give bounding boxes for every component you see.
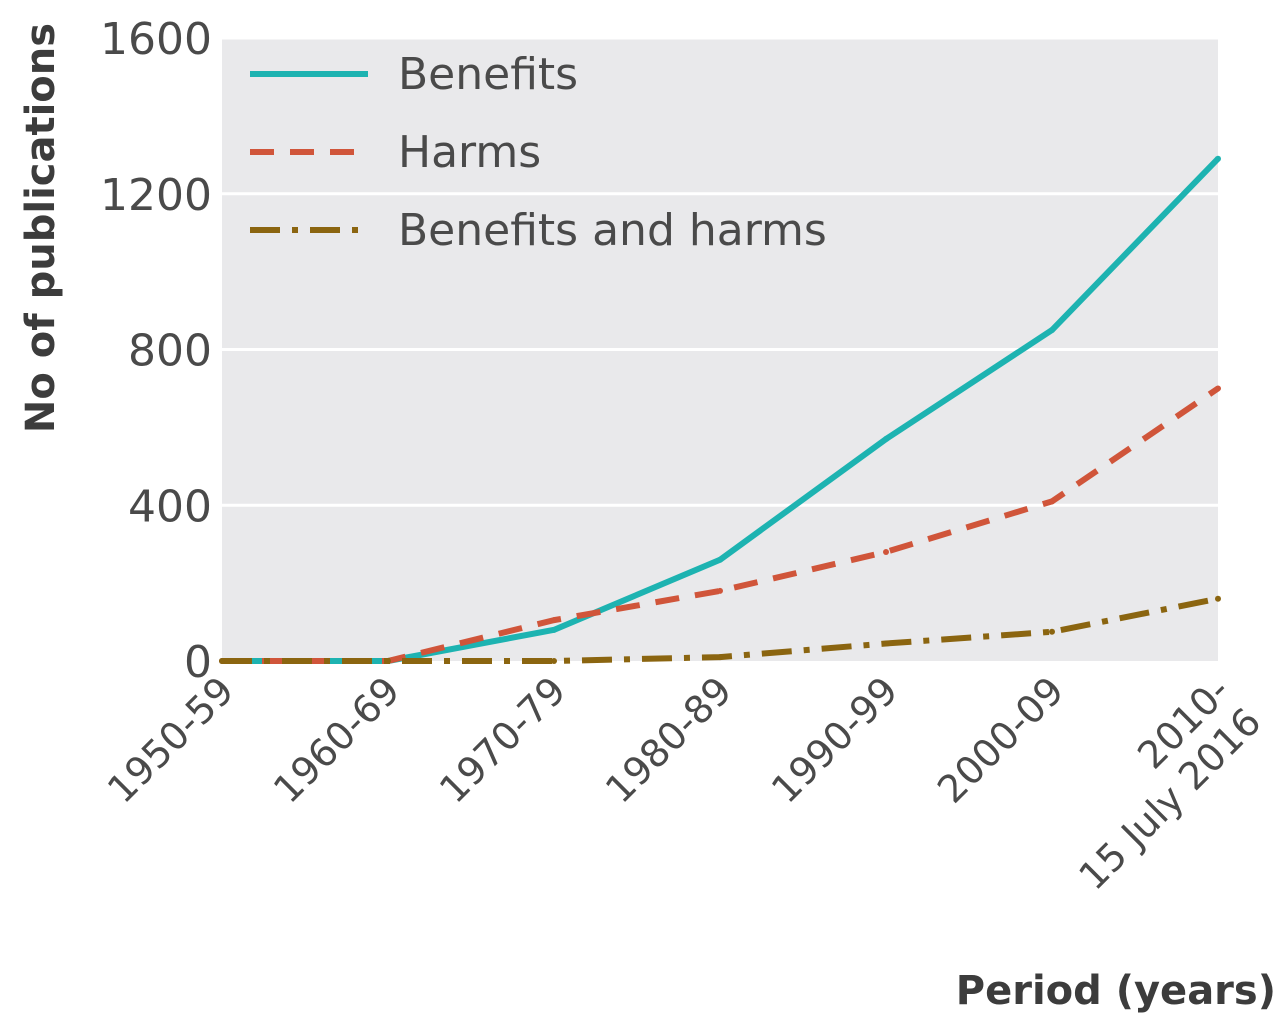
x-tick-label: 1980-89 <box>597 668 740 811</box>
x-tick-label-line: 1950-59 <box>99 668 242 811</box>
x-tick-label-line: 2000-09 <box>929 668 1072 811</box>
series-2 <box>219 595 1221 664</box>
x-tick-label-line: 1970-79 <box>431 668 574 811</box>
data-point <box>717 556 723 563</box>
data-point <box>883 436 889 443</box>
y-tick-label: 800 <box>128 326 212 377</box>
x-tick-labels: 1950-59 1960-69 1970-79 1980-89 1990-99 2000-… <box>99 661 1269 898</box>
x-tick-label: 1970-79 <box>431 668 574 811</box>
grid-lines <box>222 36 1218 507</box>
y-tick-label: 1200 <box>100 170 212 221</box>
y-tick-label: 0 <box>184 637 212 688</box>
data-point <box>883 640 889 647</box>
legend-label: Benefits <box>398 49 578 100</box>
data-point <box>1215 385 1221 392</box>
data-point <box>1049 498 1055 505</box>
x-tick-label: 1950-59 <box>99 668 242 811</box>
data-point <box>717 587 723 594</box>
legend-label: Benefits and harms <box>398 205 827 256</box>
data-point <box>219 658 225 664</box>
data-point <box>883 548 889 555</box>
y-tick-label: 400 <box>128 481 212 532</box>
x-tick-label: 2010-15 July 2016 <box>1070 668 1269 898</box>
x-tick-label-line: 1980-89 <box>597 668 740 811</box>
data-point <box>551 626 557 633</box>
x-axis-title: Period (years) <box>956 968 1276 1014</box>
series-lines <box>219 155 1221 664</box>
y-tick-label: 1600 <box>100 14 212 65</box>
data-point <box>1049 327 1055 334</box>
legend: Benefits Harms Benefits and harms <box>250 49 827 256</box>
data-point <box>551 617 557 624</box>
data-point <box>717 654 723 661</box>
y-tick-labels: 0 400 800 1200 1600 <box>100 14 212 688</box>
x-tick-label: 1990-99 <box>763 668 906 811</box>
y-axis-title: No of publications <box>18 23 64 433</box>
data-point <box>1049 628 1055 635</box>
legend-label: Harms <box>398 127 541 178</box>
data-point <box>385 658 391 664</box>
x-tick-label-line: 1990-99 <box>763 668 906 811</box>
data-point <box>551 658 557 664</box>
x-tick-label: 2000-09 <box>929 668 1072 811</box>
x-tick-label: 1960-69 <box>265 668 408 811</box>
data-point <box>1215 595 1221 602</box>
data-point <box>1215 155 1221 162</box>
x-tick-label-line: 1960-69 <box>265 668 408 811</box>
